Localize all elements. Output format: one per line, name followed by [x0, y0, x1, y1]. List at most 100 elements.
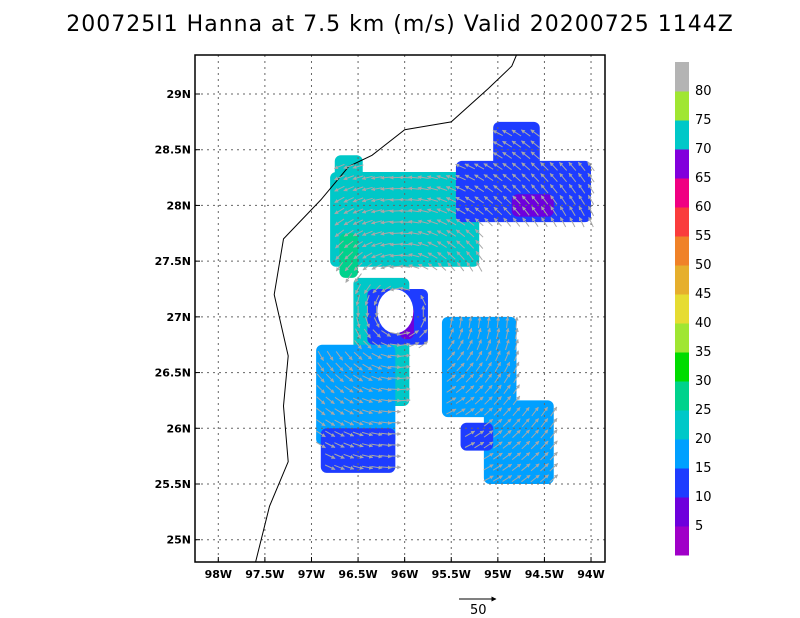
- longitude-ticks: 98W 97.5W 97W 96.5W 96W 95.5W 95W 94.5W 94W: [205, 557, 605, 581]
- wind-vector: [343, 218, 354, 226]
- wind-vector: [344, 262, 353, 272]
- wind-vector: [464, 185, 475, 192]
- wind-vector: [588, 205, 595, 217]
- y-tick-label: 25N: [166, 534, 191, 547]
- wind-vector: [502, 129, 513, 137]
- y-tick-label: 26.5N: [155, 367, 191, 380]
- wind-vector: [466, 261, 474, 272]
- wind-vector: [363, 284, 371, 294]
- colorbar-label: 30: [695, 374, 712, 389]
- wind-vector: [334, 174, 345, 181]
- wind-vector: [502, 441, 512, 449]
- colorbar-segment: [675, 62, 689, 92]
- wind-vector: [335, 362, 344, 372]
- wind-vector: [550, 406, 558, 417]
- wind-vector: [372, 329, 381, 338]
- wind-vector: [352, 175, 364, 181]
- wind-vector: [521, 195, 530, 205]
- wind-vector: [521, 184, 530, 194]
- wind-vector: [559, 183, 567, 194]
- wind-vector: [335, 251, 344, 260]
- x-tick-label: 96.5W: [338, 568, 377, 581]
- wind-vector: [389, 431, 402, 436]
- wind-vector: [389, 220, 401, 225]
- wind-vector: [483, 464, 494, 471]
- wind-vector: [380, 443, 392, 448]
- wind-vector: [476, 261, 483, 272]
- wind-vector: [355, 283, 362, 295]
- wind-vector: [550, 195, 558, 205]
- wind-vector: [389, 387, 402, 392]
- wind-vector: [559, 161, 568, 171]
- wind-vector: [587, 172, 595, 183]
- wind-vector: [447, 262, 456, 272]
- wind-vector: [381, 330, 392, 337]
- wind-vector: [389, 376, 402, 381]
- wind-vector: [492, 140, 503, 148]
- wind-vector: [446, 408, 457, 415]
- wind-vector: [455, 185, 466, 192]
- wind-vector: [493, 407, 503, 416]
- wind-vector: [587, 161, 595, 172]
- plot-frame: [194, 54, 606, 563]
- wind-vector: [540, 429, 549, 439]
- wind-vector: [466, 250, 474, 261]
- colorbar-label: 10: [695, 490, 712, 505]
- wind-vector: [493, 430, 503, 438]
- wind-vector: [484, 207, 493, 215]
- wind-vector: [380, 454, 392, 459]
- wind-vector: [502, 162, 512, 171]
- wind-vector: [334, 430, 345, 437]
- wind-vector: [362, 409, 373, 415]
- wind-vector: [502, 151, 512, 159]
- wind-vector: [474, 396, 484, 405]
- wind-vector: [521, 173, 531, 182]
- wind-vector: [334, 196, 345, 203]
- wind-vector: [389, 197, 401, 202]
- wind-vector: [325, 373, 335, 383]
- wind-vector: [417, 197, 429, 202]
- wind-vector: [464, 196, 475, 204]
- wind-vector: [569, 216, 576, 228]
- wind-vector: [511, 441, 521, 449]
- wind-vector: [492, 463, 503, 471]
- wind-vector: [334, 207, 345, 215]
- wind-vector: [334, 396, 345, 404]
- wind-vector: [474, 207, 484, 215]
- wind-vector: [578, 183, 586, 194]
- wind-vector: [427, 263, 438, 271]
- wind-vector: [539, 474, 549, 483]
- wind-vector: [354, 273, 362, 283]
- y-tick-label: 26N: [166, 422, 191, 435]
- wind-vector: [530, 140, 540, 148]
- wind-vector: [343, 229, 354, 237]
- wind-vector: [477, 316, 482, 328]
- wind-vector: [437, 262, 447, 271]
- wind-vector: [362, 386, 373, 392]
- wind-vector: [334, 229, 345, 238]
- wind-vector: [484, 396, 493, 405]
- y-tick-label: 28N: [166, 199, 191, 212]
- wind-vector: [361, 219, 373, 225]
- wind-vector: [455, 218, 466, 226]
- colorbar-label: 60: [695, 200, 712, 215]
- wind-vector: [399, 387, 411, 392]
- wind-vector: [449, 316, 454, 328]
- wind-vector: [389, 343, 402, 347]
- wind-vector: [455, 396, 466, 404]
- wind-vector: [549, 184, 558, 194]
- wind-vector: [511, 162, 522, 171]
- wind-vector: [325, 396, 335, 405]
- wind-vector: [418, 263, 429, 270]
- wind-vector: [464, 174, 476, 181]
- wind-vector: [365, 317, 370, 328]
- wind-vector: [427, 230, 438, 236]
- wind-vector: [352, 442, 364, 448]
- wind-vector: [503, 217, 512, 227]
- wind-vector: [362, 252, 373, 259]
- wind-vector: [474, 196, 484, 204]
- wind-vector: [417, 208, 429, 213]
- wind-vector: [559, 205, 567, 216]
- wind-vector: [362, 375, 373, 382]
- wind-vector: [427, 252, 438, 259]
